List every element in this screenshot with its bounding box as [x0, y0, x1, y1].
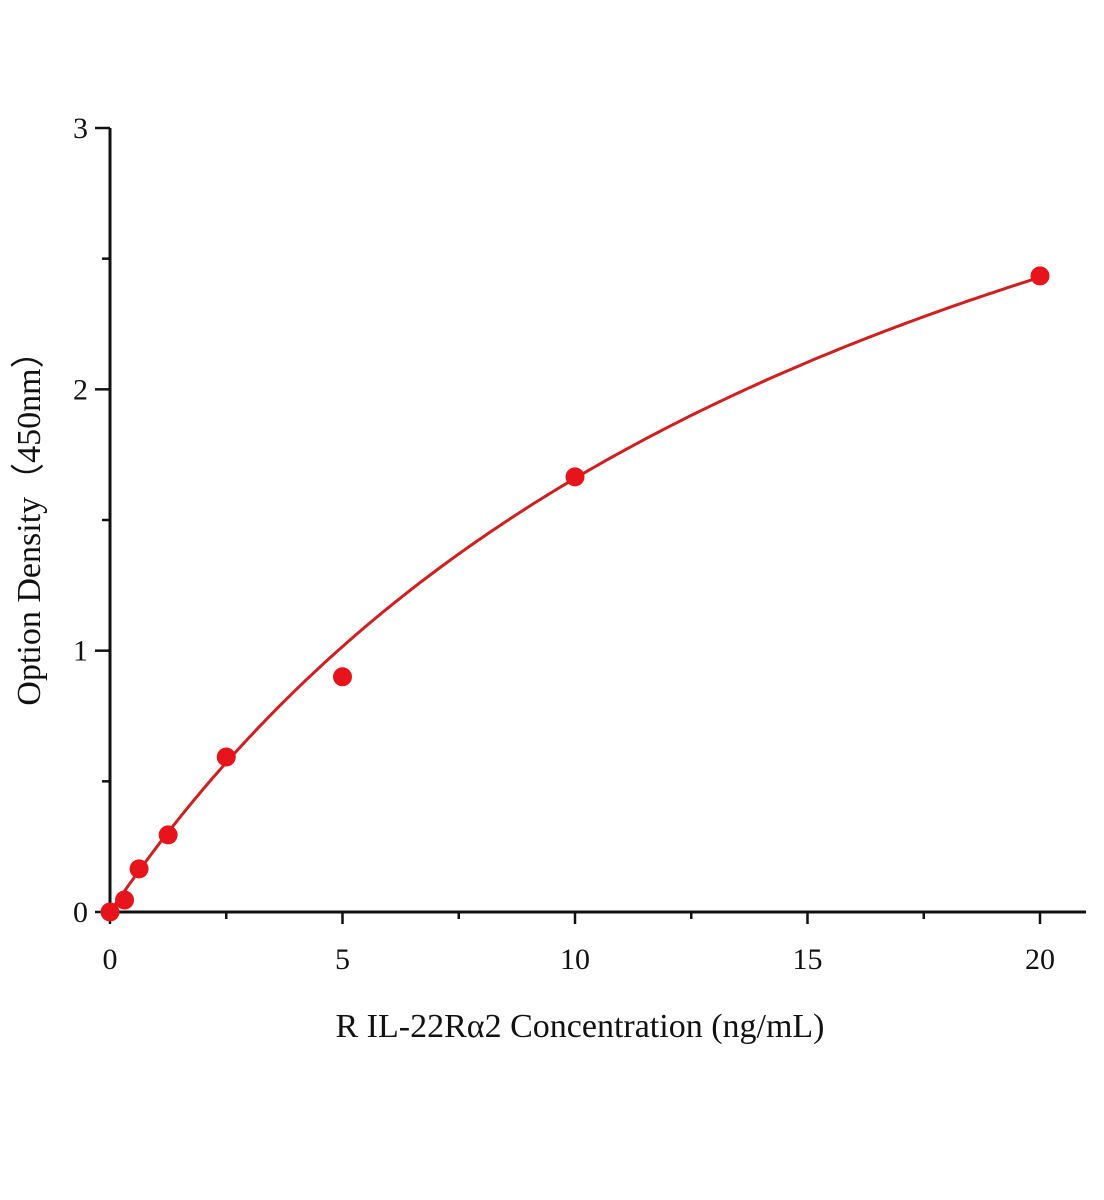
x-tick-label: 15: [793, 943, 823, 976]
y-tick-label: 3: [73, 112, 88, 145]
data-points: [100, 266, 1050, 922]
y-tick-label: 2: [73, 373, 88, 406]
x-tick-label: 20: [1025, 943, 1055, 976]
x-tick-label: 10: [560, 943, 590, 976]
fitted-curve: [108, 275, 1041, 913]
data-point: [565, 467, 585, 487]
tick-labels: 0 5 10 15 20 0 1 2 3: [73, 112, 1055, 976]
x-tick-label: 5: [335, 943, 350, 976]
data-point: [129, 859, 149, 879]
data-point: [158, 825, 178, 845]
axes: [95, 126, 1086, 924]
x-axis-label: R IL-22Rα2 Concentration (ng/mL): [336, 1008, 825, 1045]
x-tick-label: 0: [103, 943, 118, 976]
data-point: [1030, 266, 1050, 286]
y-tick-label: 1: [73, 635, 88, 668]
y-axis-label: Option Density（450nm）: [10, 334, 48, 705]
y-tick-label: 0: [73, 896, 88, 929]
data-point: [216, 747, 236, 767]
data-point: [115, 890, 135, 910]
data-point: [333, 667, 352, 687]
data-point: [100, 902, 120, 922]
